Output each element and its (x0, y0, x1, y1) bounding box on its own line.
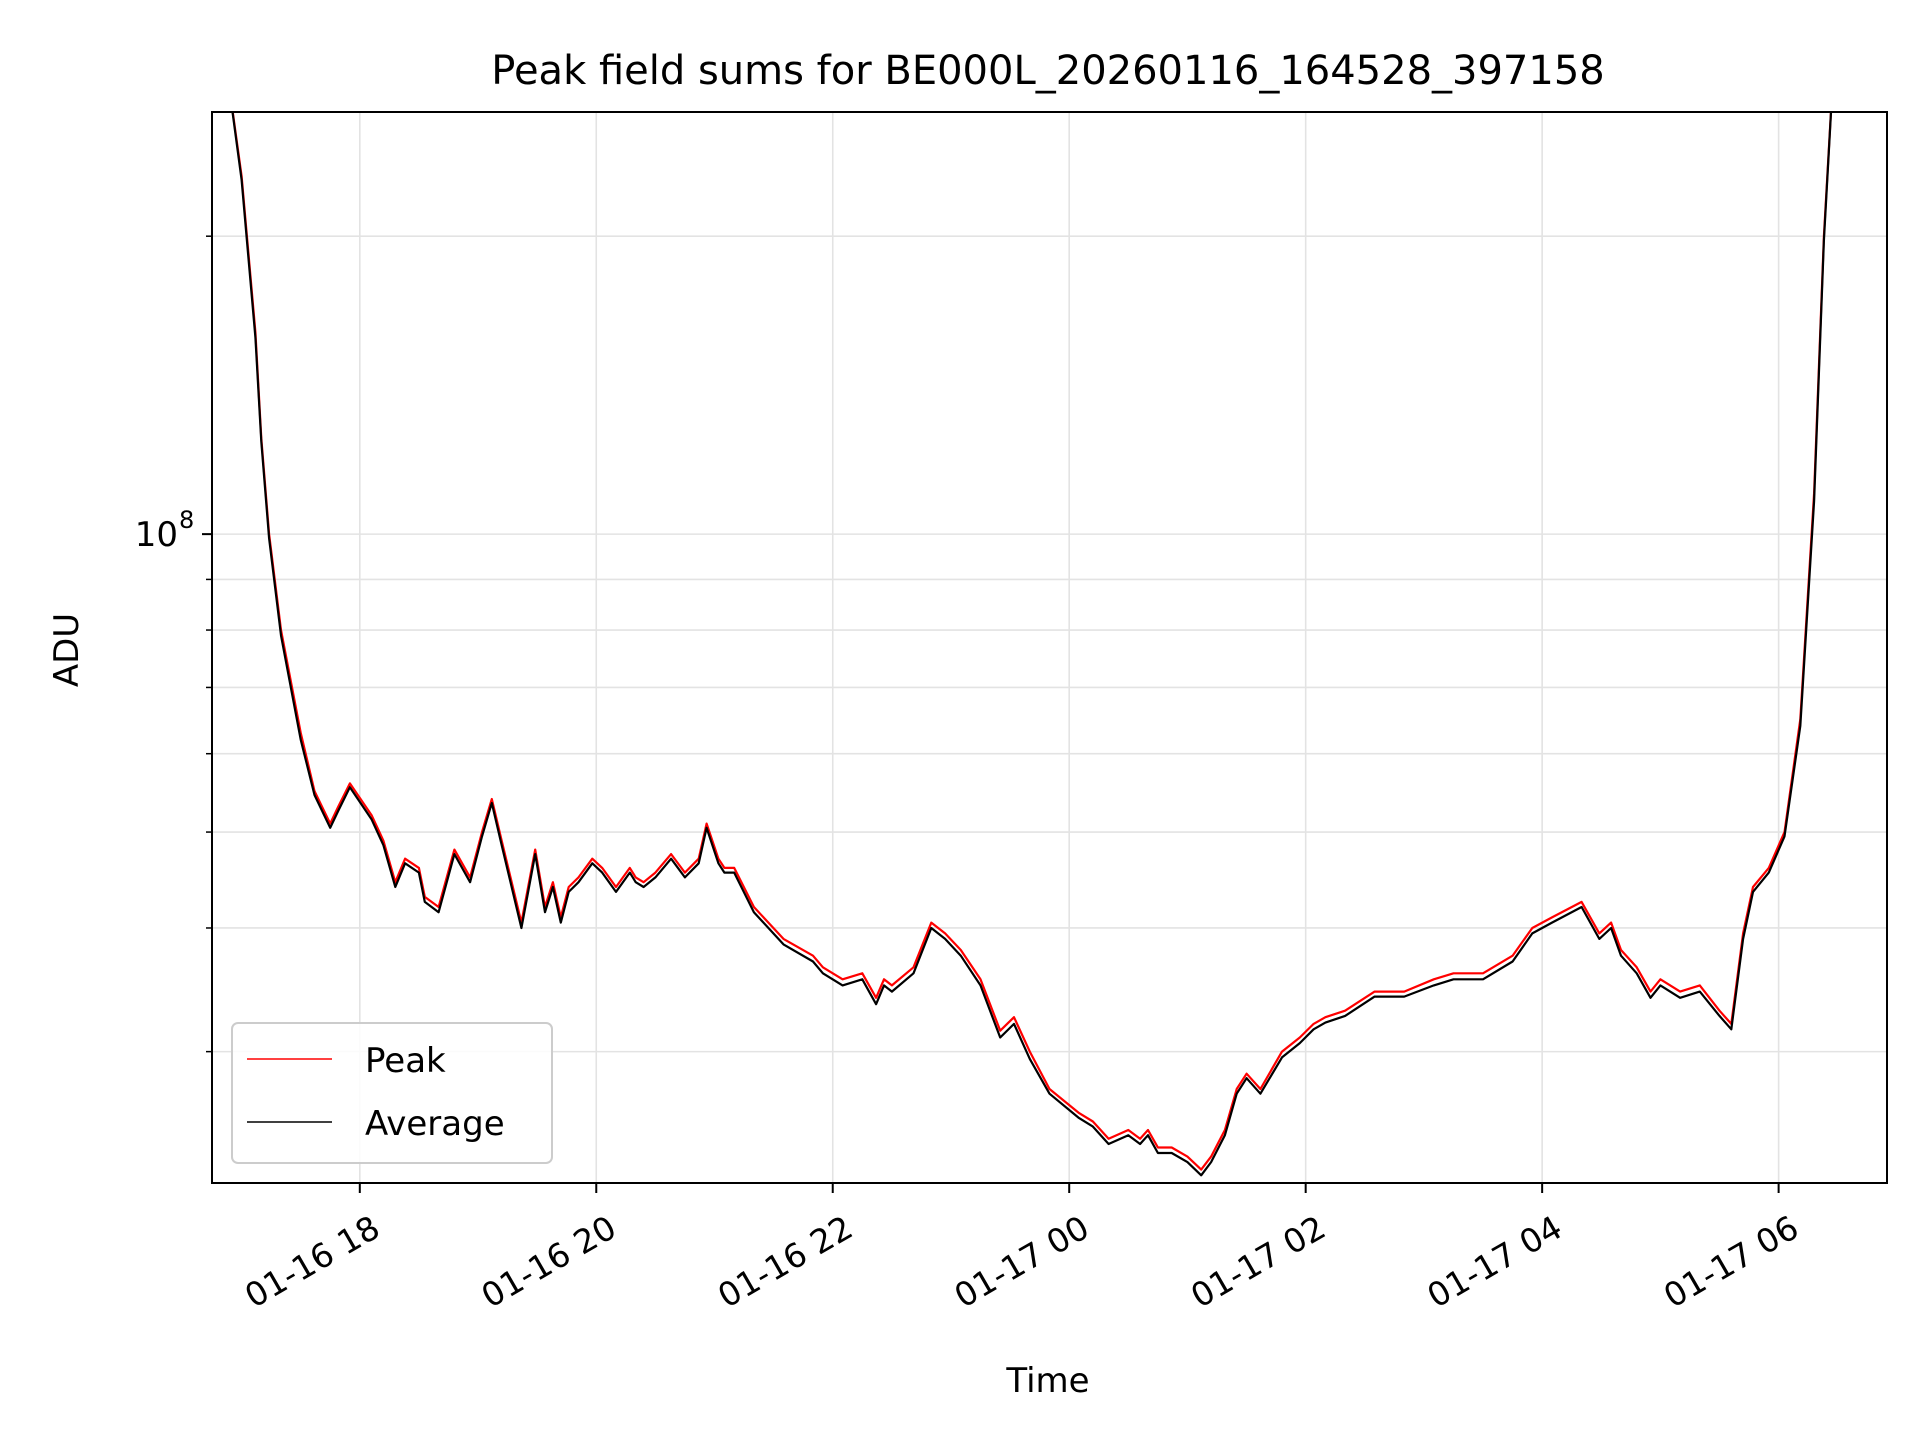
y-axis-label: ADU (47, 613, 87, 687)
grid-lines (212, 112, 1887, 1183)
plot-frame (211, 111, 1888, 1184)
legend-label-average: Average (365, 1104, 505, 1144)
axis-ticks (202, 235, 1780, 1193)
y-tick-label: 10 (135, 515, 178, 555)
legend-box (231, 1022, 553, 1164)
series-line-average (231, 112, 1833, 1177)
series-line-peak (231, 112, 1833, 1171)
x-axis-label: Time (1005, 1361, 1089, 1401)
y-tick-labels: 10 8 (135, 506, 195, 555)
series-lines (231, 112, 1833, 1177)
chart-title: Peak field sums for BE000L_20260116_1645… (491, 48, 1604, 94)
legend: Peak Average (231, 1022, 553, 1164)
legend-label-peak: Peak (365, 1041, 446, 1081)
y-tick-label-exponent: 8 (179, 506, 194, 534)
y-tick-label-base: 10 (135, 515, 178, 555)
